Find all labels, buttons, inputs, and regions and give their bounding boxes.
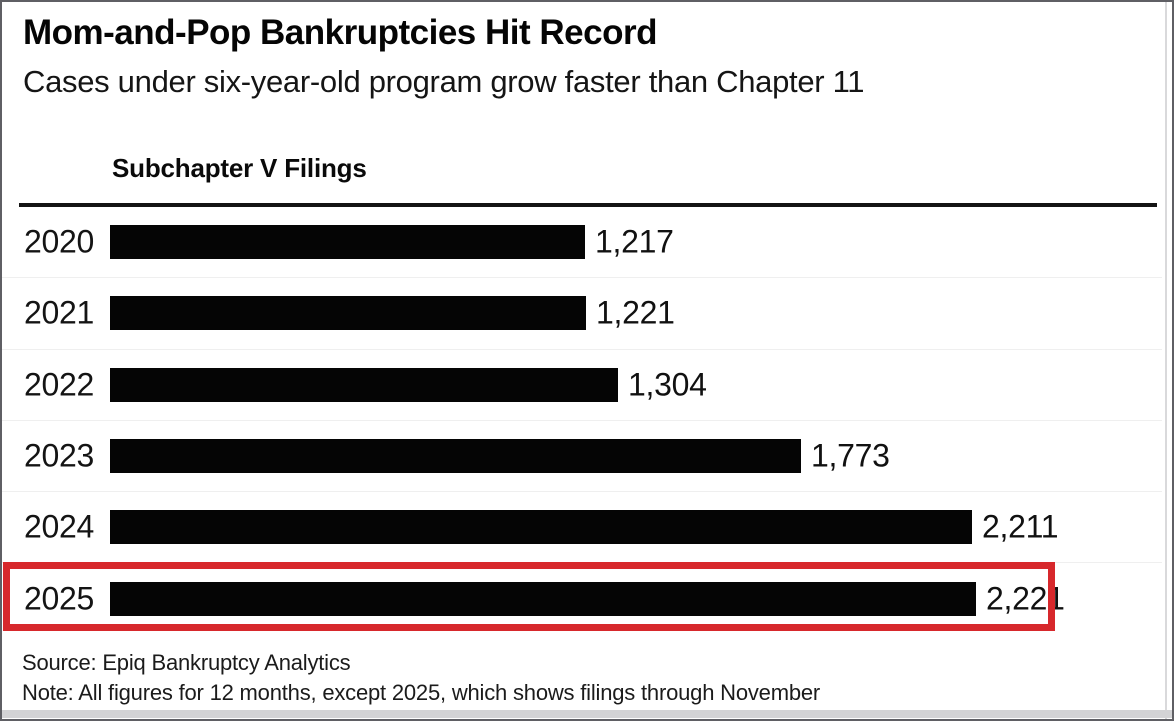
chart-row-2024: 2024 2,211 bbox=[2, 492, 1162, 564]
bar-2021 bbox=[110, 296, 586, 331]
year-label-2023: 2023 bbox=[24, 437, 94, 474]
series-label: Subchapter V Filings bbox=[112, 153, 367, 183]
footnote: Note: All figures for 12 months, except … bbox=[22, 680, 821, 705]
value-label-2022: 1,304 bbox=[628, 366, 707, 403]
value-label-2020: 1,217 bbox=[595, 223, 674, 260]
chart-row-2023: 2023 1,773 bbox=[2, 421, 1162, 493]
bar-2023 bbox=[110, 439, 801, 474]
bar-2022 bbox=[110, 367, 618, 402]
frame-right-edge bbox=[1165, 2, 1167, 719]
chart-row-2022: 2022 1,304 bbox=[2, 350, 1162, 421]
year-label-2021: 2021 bbox=[24, 294, 94, 331]
chart-footer: Source: Epiq Bankruptcy Analytics Note: … bbox=[22, 648, 820, 708]
bar-2024 bbox=[110, 510, 972, 545]
year-label-2022: 2022 bbox=[24, 366, 94, 403]
frame-bottom-edge bbox=[2, 710, 1172, 718]
chart-title: Mom-and-Pop Bankruptcies Hit Record bbox=[23, 13, 657, 52]
bar-2020 bbox=[110, 225, 585, 260]
source-note: Source: Epiq Bankruptcy Analytics bbox=[22, 650, 351, 675]
chart-row-2020: 2020 1,217 bbox=[2, 207, 1162, 279]
value-label-2023: 1,773 bbox=[811, 437, 890, 474]
value-label-2025: 2,221 bbox=[986, 580, 1065, 617]
chart-subtitle: Cases under six-year-old program grow fa… bbox=[23, 64, 865, 99]
chart-row-2021: 2021 1,221 bbox=[2, 278, 1162, 350]
year-label-2020: 2020 bbox=[24, 223, 94, 260]
value-label-2021: 1,221 bbox=[596, 294, 675, 331]
bar-chart: 2020 1,217 2021 1,221 2022 1,304 2023 1,773 2024… bbox=[2, 207, 1162, 635]
value-label-2024: 2,211 bbox=[982, 508, 1059, 545]
bar-2025 bbox=[110, 582, 976, 617]
year-label-2025: 2025 bbox=[24, 580, 94, 617]
year-label-2024: 2024 bbox=[24, 508, 94, 545]
chart-row-2025: 2025 2,221 bbox=[2, 563, 1162, 634]
axis-top-rule bbox=[19, 203, 1157, 207]
